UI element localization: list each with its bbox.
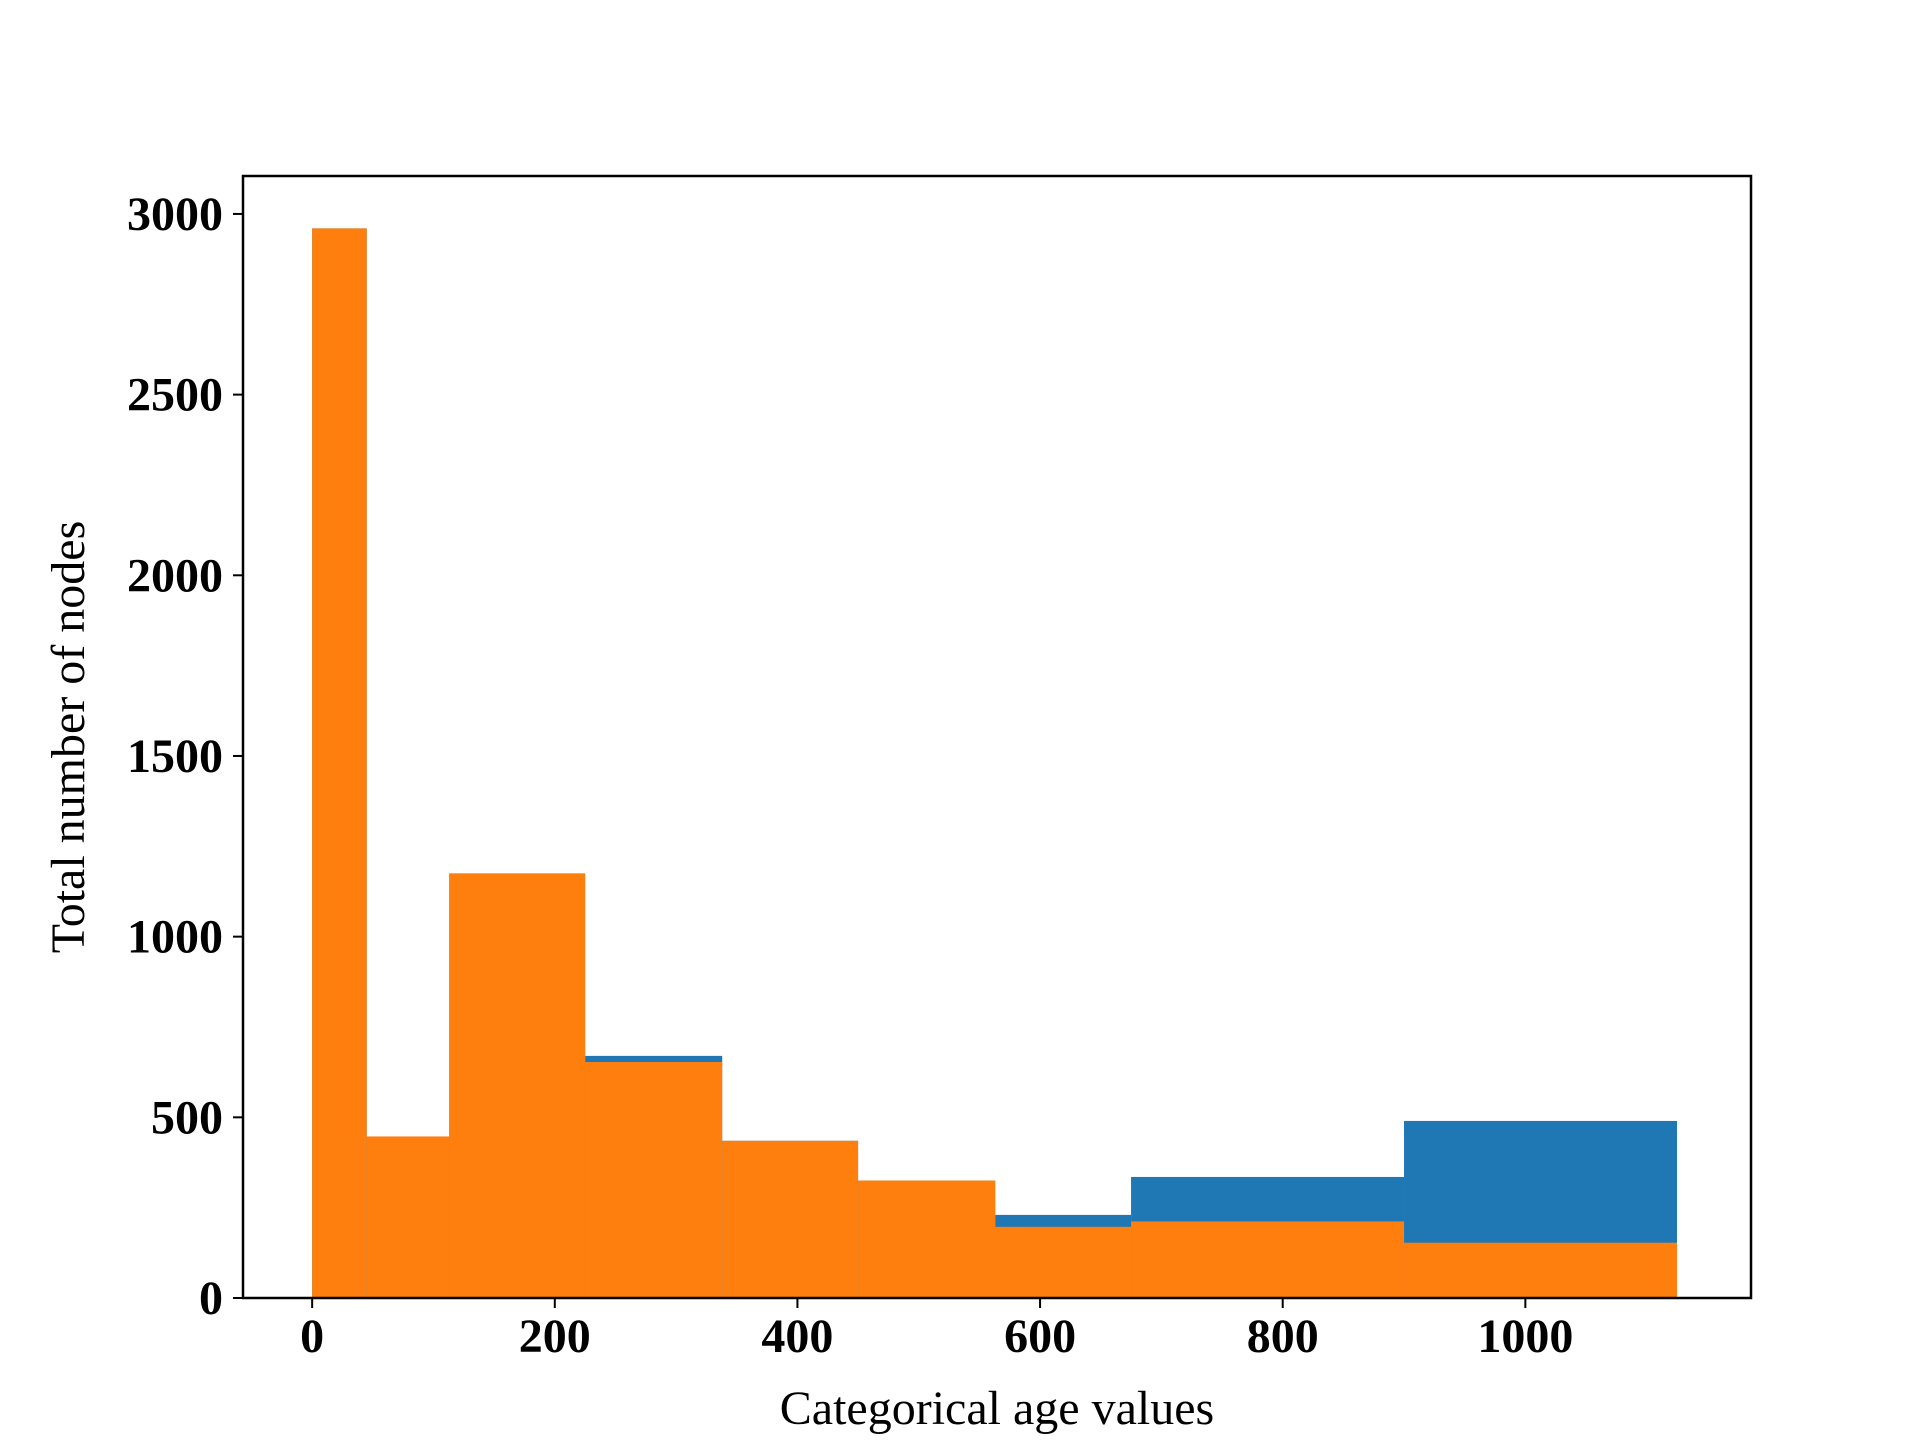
histogram-bar-series2-bin6 [858,1180,996,1298]
x-tick-label: 0 [300,1310,324,1363]
x-axis: 0 200 400 600 800 1000 [300,1298,1573,1363]
histogram-bar-series2-bin1 [312,228,367,1299]
y-tick-label: 500 [151,1091,223,1144]
bars-layer [312,228,1677,1299]
x-tick-label: 800 [1247,1310,1319,1363]
histogram-bar-series2-bin2 [366,1136,450,1298]
x-tick-label: 600 [1004,1310,1076,1363]
histogram-bar-series2-bin4 [585,1062,723,1298]
x-tick-label: 400 [761,1310,833,1363]
y-tick-label: 3000 [127,188,223,241]
y-tick-label: 2500 [127,369,223,422]
histogram-bar-series2-bin3 [449,873,586,1298]
y-axis-title: Total number of nodes [42,521,95,954]
histogram-bar-series2-bin5 [722,1140,859,1298]
y-tick-label: 2000 [127,549,223,602]
histogram-bar-series2-bin8 [1131,1221,1405,1298]
histogram-bar-series2-bin7 [995,1226,1132,1298]
x-axis-title: Categorical age values [780,1382,1214,1435]
y-tick-label: 0 [199,1272,223,1325]
plot-frame [241,174,1753,1300]
x-tick-label: 200 [519,1310,591,1363]
histogram-bar-series2-bin9 [1404,1242,1677,1298]
y-tick-label: 1000 [127,911,223,964]
x-tick-label: 1000 [1477,1310,1573,1363]
y-axis: 0 500 1000 1500 2000 2500 3000 [127,188,243,1325]
y-tick-label: 1500 [127,730,223,783]
